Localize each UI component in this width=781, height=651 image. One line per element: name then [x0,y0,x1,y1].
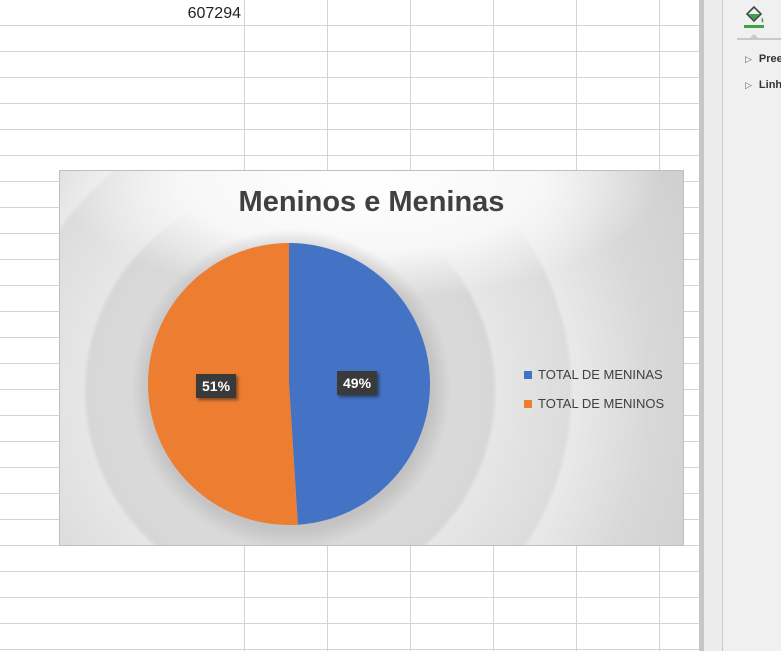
expand-triangle-icon: ▷ [745,80,752,90]
pie-chart[interactable]: Meninos e Meninas 49% 51% TOTAL DE MENIN… [59,170,684,546]
legend-label: TOTAL DE MENINAS [538,367,663,382]
data-label-meninos[interactable]: 51% [196,374,237,398]
legend-item-meninas[interactable]: TOTAL DE MENINAS [524,360,664,389]
pie-plot [131,229,451,545]
chart-legend[interactable]: TOTAL DE MENINAS TOTAL DE MENINOS [524,360,664,418]
section-fill[interactable]: ▷Preen [745,53,781,65]
expand-triangle-icon: ▷ [745,54,752,64]
pane-divider[interactable] [699,0,704,651]
data-label-meninas[interactable]: 49% [337,371,378,395]
format-chart-pane: ▷Preen ▷Linh [722,0,781,651]
section-line[interactable]: ▷ Linh [745,79,781,91]
vertical-scrollbar[interactable] [704,0,723,651]
tab-indicator [749,34,759,39]
legend-item-meninos[interactable]: TOTAL DE MENINOS [524,389,664,418]
cell-value[interactable]: 607294 [187,5,241,22]
tab-underline [737,38,781,40]
paint-bucket-icon[interactable] [741,4,767,30]
legend-label: TOTAL DE MENINOS [538,396,665,411]
legend-swatch [524,399,532,408]
legend-swatch [524,370,532,379]
chart-title[interactable]: Meninos e Meninas [238,186,505,218]
